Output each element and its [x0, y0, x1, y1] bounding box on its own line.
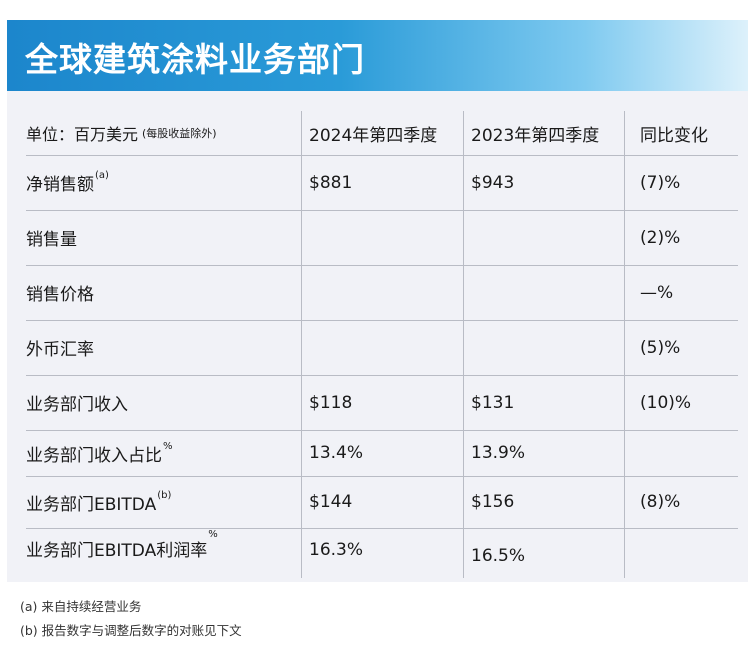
table-row: 业务部门EBITDA利润率% 16.3% 16.5%: [7, 528, 748, 580]
row-value-2023q4: 13.9%: [471, 443, 526, 463]
header-col-2023q4: 2023年第四季度: [471, 125, 600, 146]
row-label-footnote-mark: (a): [95, 170, 109, 181]
table-row: 业务部门收入占比% 13.4% 13.9%: [7, 430, 748, 476]
row-divider: [26, 265, 738, 266]
row-label: 净销售额: [26, 175, 94, 195]
row-label-cell: 销售价格: [26, 265, 94, 320]
row-label: 销售量: [26, 230, 77, 250]
table-row: 业务部门收入 $118 $131 (10)%: [7, 375, 748, 430]
table-row: 业务部门EBITDA (b) $144 $156 (8)%: [7, 476, 748, 528]
row-value-yoy: (8)%: [640, 492, 681, 512]
row-label-cell: 销售量: [26, 210, 77, 265]
row-label-footnote-mark: %: [163, 440, 173, 452]
row-value-2024q4: 13.4%: [309, 443, 364, 463]
row-value-yoy: (7)%: [640, 172, 681, 193]
column-divider: [463, 111, 464, 578]
table-row: 外币汇率 (5)%: [7, 320, 748, 375]
row-value-yoy: (5)%: [640, 337, 681, 358]
row-label-cell: 业务部门收入: [26, 375, 128, 430]
table-row: 销售价格 —%: [7, 265, 748, 320]
row-value-yoy: (2)%: [640, 227, 681, 248]
row-label: 外币汇率: [26, 340, 94, 360]
row-value-2024q4: $118: [309, 392, 353, 413]
row-value-yoy: (10)%: [640, 392, 692, 413]
footnote-b: (b) 报告数字与调整后数字的对账见下文: [20, 623, 242, 638]
row-divider: [26, 210, 738, 211]
row-value-2023q4: $156: [471, 492, 515, 512]
row-value-2024q4: $144: [309, 492, 353, 512]
row-value-yoy: —%: [640, 282, 674, 303]
row-value-2023q4: $943: [471, 172, 515, 193]
title-banner: 全球建筑涂料业务部门: [7, 20, 748, 91]
row-label-footnote-mark: (b): [157, 489, 172, 501]
header-unit-note: (每股收益除外): [142, 127, 217, 140]
table-header-row: 单位：百万美元 (每股收益除外) 2024年第四季度 2023年第四季度 同比变化: [7, 111, 748, 155]
row-label: 业务部门收入: [26, 395, 128, 415]
table-row: 净销售额 (a) $881 $943 (7)%: [7, 155, 748, 210]
row-label-cell: 外币汇率: [26, 320, 94, 375]
header-unit-label: 单位：百万美元: [26, 125, 139, 144]
header-col-yoy-change: 同比变化: [640, 125, 708, 146]
page-title: 全球建筑涂料业务部门: [25, 40, 365, 79]
row-divider: [26, 476, 738, 477]
row-divider: [26, 155, 738, 156]
row-divider: [26, 375, 738, 376]
table-row: 销售量 (2)%: [7, 210, 748, 265]
header-unit-cell: 单位：百万美元 (每股收益除外): [26, 111, 217, 155]
row-value-2024q4: 16.3%: [309, 540, 364, 560]
row-divider: [26, 320, 738, 321]
row-label: 业务部门EBITDA: [26, 494, 157, 515]
row-label-footnote-mark: %: [208, 529, 218, 540]
row-label-cell: 业务部门EBITDA (b): [26, 476, 171, 528]
financial-table: 单位：百万美元 (每股收益除外) 2024年第四季度 2023年第四季度 同比变化…: [7, 91, 748, 582]
row-value-2023q4: 16.5%: [471, 546, 526, 566]
row-label-cell: 业务部门EBITDA利润率%: [26, 528, 218, 580]
column-divider: [301, 111, 302, 578]
header-col-2024q4: 2024年第四季度: [309, 125, 438, 146]
row-label-cell: 业务部门收入占比%: [26, 430, 173, 476]
footnotes: (a) 来自持续经营业务 (b) 报告数字与调整后数字的对账见下文: [20, 598, 242, 646]
footnote-a: (a) 来自持续经营业务: [20, 599, 142, 614]
row-divider: [26, 528, 738, 529]
row-label: 销售价格: [26, 285, 94, 305]
row-label: 业务部门EBITDA利润率: [26, 541, 208, 561]
row-label-cell: 净销售额 (a): [26, 155, 109, 210]
row-divider: [26, 430, 738, 431]
row-value-2024q4: $881: [309, 172, 353, 193]
column-divider: [624, 111, 625, 578]
row-label: 业务部门收入占比: [26, 445, 162, 466]
row-value-2023q4: $131: [471, 392, 515, 413]
